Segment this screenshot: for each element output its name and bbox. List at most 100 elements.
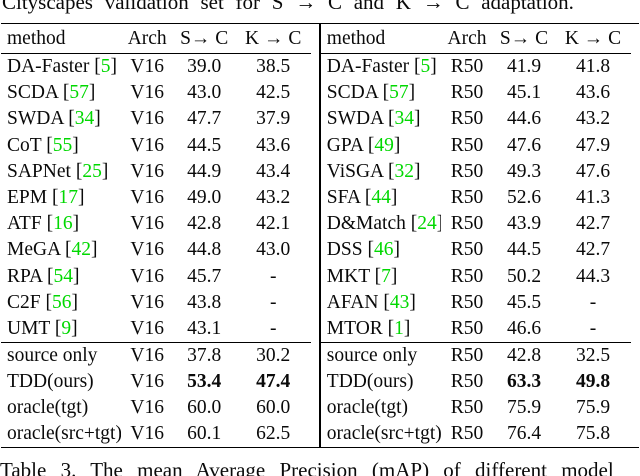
s2c-value-cell: 42.8 xyxy=(506,345,542,366)
arch-cell: R50 xyxy=(450,82,484,104)
arch-cell: V16 xyxy=(130,291,164,313)
s2c-value-cell: 44.5 xyxy=(187,134,222,156)
table-left-panel: method Arch S→ C K → C DA-Faster [5] V16 3… xyxy=(1,24,319,447)
s2c-value-cell: 60.0 xyxy=(187,397,222,418)
arch-cell: R50 xyxy=(450,423,484,444)
k2c-value-cell: 41.8 xyxy=(575,56,611,78)
citation-link[interactable]: 16 xyxy=(53,213,73,235)
citation-link[interactable]: 25 xyxy=(82,160,102,182)
header-method: method xyxy=(326,27,386,49)
s2c-value-cell: 42.8 xyxy=(187,213,222,235)
method-cell: oracle(tgt) xyxy=(326,397,408,418)
k2c-value-cell: - xyxy=(269,265,277,287)
k2c-value-cell: 43.2 xyxy=(256,187,291,209)
table-body-left: DA-Faster [5] V16 39.0 38.5 SCDA [57] V16 43.0… xyxy=(1,54,311,342)
table-row: UMT [9] V16 43.1 - xyxy=(1,316,311,342)
s2c-value-cell: 44.8 xyxy=(187,239,222,261)
table-row: CoT [55] V16 44.5 43.6 xyxy=(1,133,311,159)
citation-link[interactable]: 1 xyxy=(394,317,404,339)
table-header-row: method Arch S→ C K → C xyxy=(320,24,631,54)
arch-cell: V16 xyxy=(130,160,164,182)
citation-link[interactable]: 5 xyxy=(420,56,431,78)
s2c-value-cell: 43.8 xyxy=(187,291,222,313)
k2c-value-cell: 42.1 xyxy=(256,213,291,235)
k2c-value-cell: - xyxy=(589,317,597,339)
citation-link[interactable]: 34 xyxy=(74,108,95,130)
k2c-value-cell: 43.6 xyxy=(575,82,611,104)
header-method: method xyxy=(7,27,66,49)
k2c-value-cell: 42.7 xyxy=(575,239,611,261)
table-row: RPA [54] V16 45.7 - xyxy=(1,264,311,290)
table-row: DSS [46] R50 44.5 42.7 xyxy=(321,237,631,263)
method-cell: DA-Faster [5] xyxy=(326,56,437,78)
table-row: SWDA [34] R50 44.6 43.2 xyxy=(321,106,631,132)
arch-cell: V16 xyxy=(130,265,164,287)
arch-cell: V16 xyxy=(130,345,164,366)
k2c-value-cell: - xyxy=(589,291,597,313)
citation-link[interactable]: 49 xyxy=(374,134,394,156)
arch-cell: V16 xyxy=(130,213,164,235)
results-table: method Arch S→ C K → C DA-Faster [5] V16 3… xyxy=(1,23,639,448)
citation-link[interactable]: 34 xyxy=(394,108,415,130)
k2c-value-cell: 43.0 xyxy=(256,239,291,261)
table-row: oracle(src+tgt) V16 60.1 62.5 xyxy=(1,421,311,447)
table-row: DA-Faster [5] R50 41.9 41.8 xyxy=(321,54,631,80)
method-cell: D&Match [24] xyxy=(326,213,441,235)
table-row: TDD(ours) R50 63.3 49.8 xyxy=(321,369,631,395)
s2c-value-cell: 60.1 xyxy=(187,423,222,444)
method-cell: ATF [16] xyxy=(7,213,80,235)
citation-link[interactable]: 44 xyxy=(371,187,391,209)
citation-link[interactable]: 7 xyxy=(381,265,391,287)
method-cell: source only xyxy=(7,345,98,366)
table-row: MKT [7] R50 50.2 44.3 xyxy=(321,264,631,290)
method-cell: SCDA [57] xyxy=(326,82,416,104)
s2c-value-cell: 52.6 xyxy=(506,187,542,209)
k2c-value-cell: 47.4 xyxy=(256,371,291,392)
citation-link[interactable]: 43 xyxy=(389,291,410,313)
arch-cell: V16 xyxy=(130,397,164,418)
header-k2c: K → C xyxy=(245,27,302,49)
method-cell: MTOR [1] xyxy=(326,317,411,339)
arch-cell: V16 xyxy=(130,108,164,130)
s2c-value-cell: 75.9 xyxy=(506,397,542,418)
method-cell: oracle(tgt) xyxy=(7,397,89,418)
k2c-value-cell: 30.2 xyxy=(256,345,291,366)
table-top-caption: Cityscapes validation set for S → C and … xyxy=(2,0,574,14)
citation-link[interactable]: 57 xyxy=(69,82,89,104)
k2c-value-cell: 75.9 xyxy=(575,397,611,418)
method-cell: ViSGA [32] xyxy=(326,160,421,182)
table-row: D&Match [24] R50 43.9 42.7 xyxy=(321,211,631,237)
table-header-row: method Arch S→ C K → C xyxy=(1,24,312,54)
method-cell: SWDA [34] xyxy=(326,108,421,130)
s2c-value-cell: 49.3 xyxy=(506,160,542,182)
method-cell: TDD(ours) xyxy=(326,371,414,392)
arch-cell: V16 xyxy=(130,134,164,156)
table-row: DA-Faster [5] V16 39.0 38.5 xyxy=(1,54,311,80)
citation-link[interactable]: 54 xyxy=(53,265,73,287)
citation-link[interactable]: 42 xyxy=(71,239,91,261)
table-row: SAPNet [25] V16 44.9 43.4 xyxy=(1,159,311,185)
header-arch: Arch xyxy=(127,27,167,49)
k2c-value-cell: 62.5 xyxy=(256,423,291,444)
citation-link[interactable]: 24 xyxy=(417,213,437,235)
citation-link[interactable]: 57 xyxy=(389,82,409,104)
s2c-value-cell: 44.9 xyxy=(187,160,222,182)
s2c-value-cell: 47.7 xyxy=(187,108,222,130)
citation-link[interactable]: 9 xyxy=(61,317,72,339)
arch-cell: R50 xyxy=(450,291,484,313)
arch-cell: V16 xyxy=(130,56,164,78)
s2c-value-cell: 44.5 xyxy=(506,239,542,261)
citation-link[interactable]: 46 xyxy=(373,239,394,261)
citation-link[interactable]: 5 xyxy=(100,56,111,78)
s2c-value-cell: 43.0 xyxy=(187,82,222,104)
citation-link[interactable]: 55 xyxy=(52,134,73,156)
s2c-value-cell: 50.2 xyxy=(506,265,542,287)
citation-link[interactable]: 17 xyxy=(58,187,78,209)
s2c-value-cell: 45.5 xyxy=(506,291,542,313)
citation-link[interactable]: 56 xyxy=(51,291,72,313)
header-s2c: S→ C xyxy=(180,27,229,49)
k2c-value-cell: 38.5 xyxy=(256,56,291,78)
method-cell: DA-Faster [5] xyxy=(7,56,117,78)
table-row: source only R50 42.8 32.5 xyxy=(321,343,631,369)
citation-link[interactable]: 32 xyxy=(394,160,414,182)
